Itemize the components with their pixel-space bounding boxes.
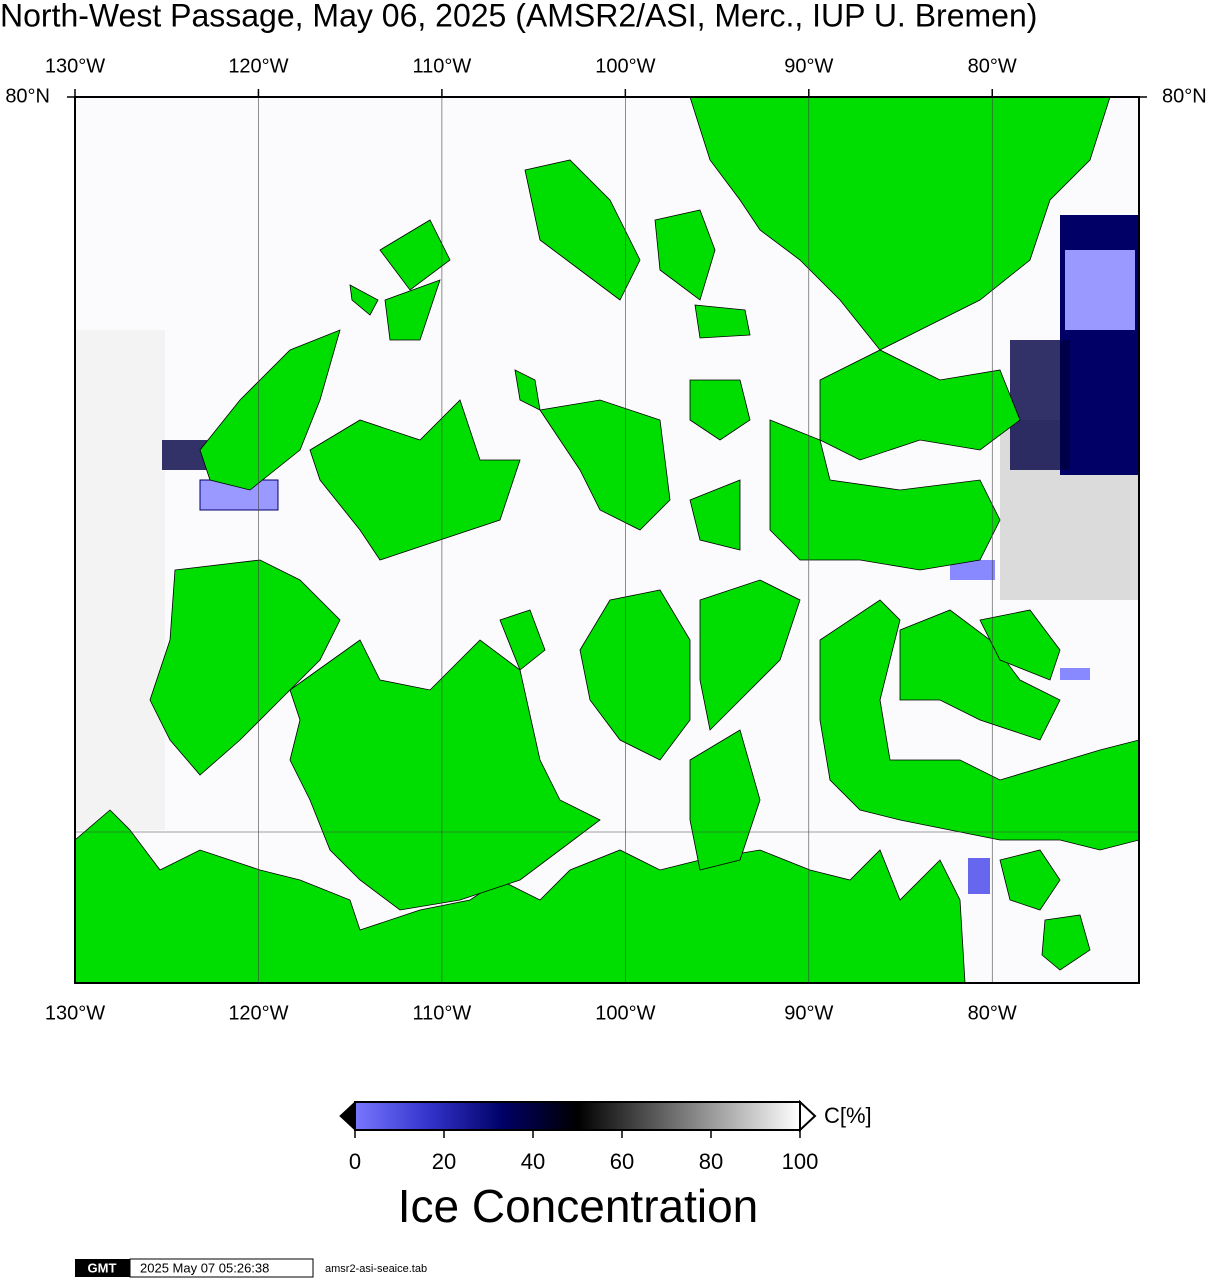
- land: [75, 97, 1139, 983]
- lon-label-bottom: 120°W: [228, 1002, 288, 1024]
- lon-label-bottom: 100°W: [595, 1002, 655, 1024]
- low-ice: [162, 440, 207, 470]
- file-name: amsr2-asi-seaice.tab: [325, 1263, 427, 1275]
- lon-label-top: 130°W: [45, 55, 105, 77]
- low-ice: [1065, 250, 1135, 330]
- lon-label-bottom: 110°W: [413, 1002, 472, 1024]
- colorbar-tick-label: 40: [521, 1149, 545, 1174]
- lon-label-top: 90°W: [784, 55, 833, 77]
- colorbar-tick-label: 80: [699, 1149, 723, 1174]
- title: North-West Passage, May 06, 2025 (AMSR2/…: [0, 0, 1037, 33]
- lon-label-bottom: 80°W: [968, 1002, 1017, 1024]
- timestamp-box: [129, 1258, 314, 1278]
- colorbar-high-arrow: [799, 1099, 817, 1133]
- colorbar-unit: C[%]: [824, 1103, 872, 1128]
- colorbar-gradient: [354, 1101, 801, 1131]
- lon-label-top: 120°W: [228, 55, 288, 77]
- gmt-logo: [75, 1259, 130, 1277]
- low-ice: [1010, 340, 1070, 470]
- low-ice: [1060, 668, 1090, 680]
- lon-label-top: 100°W: [595, 55, 655, 77]
- graticule: [75, 97, 993, 983]
- colorbar: C[%] Ice Concentration 0 20 40 60 80 100: [339, 1099, 872, 1232]
- colorbar-label: Ice Concentration: [398, 1180, 759, 1232]
- colorbar-tick-label: 100: [782, 1149, 819, 1174]
- colorbar-low-arrow: [339, 1100, 356, 1132]
- lon-label-bottom: 130°W: [45, 1002, 105, 1024]
- low-ice: [968, 858, 990, 894]
- gmt-logo-text: GMT: [88, 1260, 117, 1275]
- lat-label-right: 80°N: [1162, 85, 1207, 107]
- lat-label-left: 80°N: [5, 85, 50, 107]
- lon-label-bottom: 90°W: [784, 1002, 833, 1024]
- colorbar-tick-label: 20: [432, 1149, 456, 1174]
- colorbar-tick-label: 60: [610, 1149, 634, 1174]
- timestamp: 2025 May 07 05:26:38: [140, 1260, 269, 1275]
- map-frame: [74, 96, 1140, 984]
- map-content: [75, 97, 1139, 983]
- ice-shading: [75, 330, 165, 830]
- lon-label-top: 110°W: [413, 55, 472, 77]
- lon-label-top: 80°W: [968, 55, 1017, 77]
- low-ice: [950, 560, 995, 580]
- colorbar-tick-label: 0: [349, 1149, 361, 1174]
